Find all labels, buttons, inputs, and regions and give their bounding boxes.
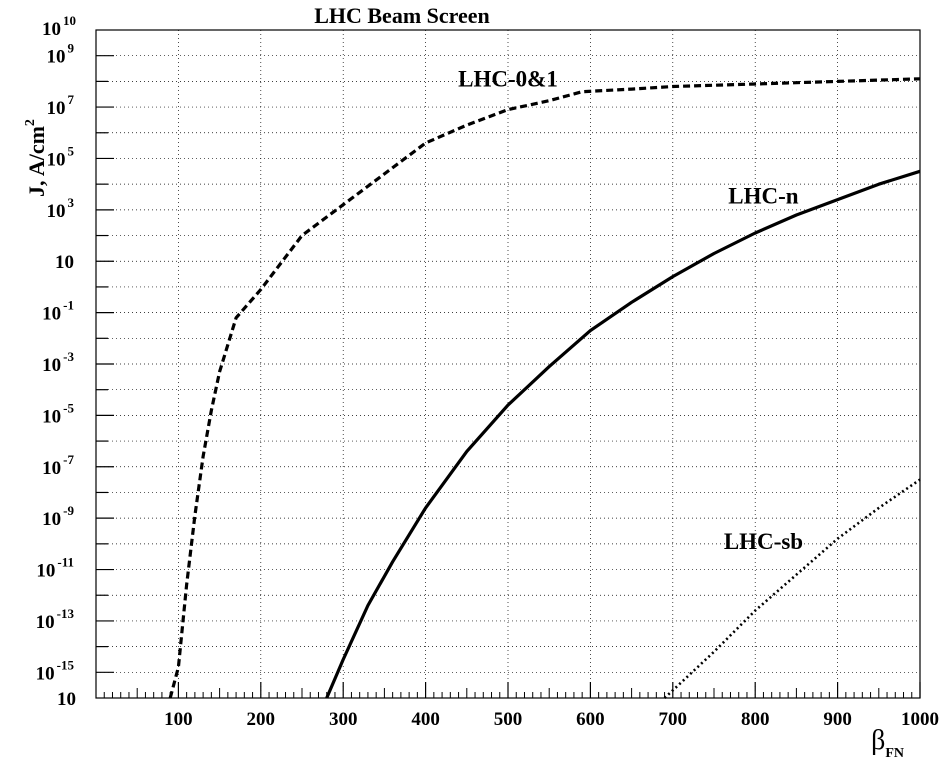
y-tick-label: 10 -13 <box>36 606 75 633</box>
annotations: LHC-0&1 LHC-n LHC-sb <box>458 67 803 554</box>
y-tick-label-exponent: -9 <box>63 503 74 518</box>
y-tick-label-exponent: 5 <box>68 143 75 158</box>
x-axis-label: βFN <box>871 725 904 761</box>
x-tick-label: 900 <box>823 709 852 730</box>
y-tick-label-base: 10 <box>47 149 66 170</box>
axis-ticks <box>96 55 921 698</box>
x-tick-label: 200 <box>247 709 276 730</box>
y-tick-label: 10 9 <box>47 41 75 68</box>
y-tick-label-base: 10 <box>55 252 74 273</box>
y-axis-label-base: J, A/cm <box>24 126 49 197</box>
y-tick-label-exponent: -1 <box>63 298 74 313</box>
y-tick-label-base: 10 <box>42 406 61 427</box>
x-axis-label-subscript: FN <box>885 746 904 761</box>
y-tick-label-base: 10 <box>47 98 66 119</box>
series-line-1 <box>168 77 921 699</box>
x-tick-label: 100 <box>164 709 193 730</box>
series-line-3 <box>663 478 921 699</box>
y-tick-label-bottom: 10 <box>57 689 76 710</box>
x-tick-label: 300 <box>329 709 358 730</box>
y-tick-label-exponent: -15 <box>57 657 75 672</box>
y-tick-label-exponent: 3 <box>68 195 75 210</box>
x-tick-label: 600 <box>576 709 605 730</box>
y-tick-label-base: 10 <box>36 561 55 582</box>
y-tick-label: 10 -15 <box>36 657 75 684</box>
series-annotation: LHC-sb <box>724 529 803 554</box>
y-tick-label-base: 10 <box>36 663 55 684</box>
y-tick-label: 10 3 <box>47 195 75 222</box>
x-tick-label: 800 <box>741 709 770 730</box>
y-tick-label-exponent: -13 <box>57 606 75 621</box>
y-tick-label-base: 10 <box>47 201 66 222</box>
y-tick-label: 10 -9 <box>42 503 74 530</box>
y-tick-label-base: 10 <box>42 458 61 479</box>
y-tick-label: 10 <box>55 252 74 273</box>
series-annotation: LHC-n <box>728 183 799 208</box>
y-tick-label-top: 10 10 <box>42 13 76 40</box>
curves <box>168 77 921 699</box>
y-tick-label: 10 7 <box>47 92 75 119</box>
y-tick-label: 10 -1 <box>42 298 74 325</box>
x-tick-label: 400 <box>411 709 440 730</box>
x-axis-label-base: β <box>871 725 885 756</box>
y-tick-label-base: 10 <box>42 304 61 325</box>
x-tick-label: 700 <box>659 709 688 730</box>
y-tick-label-exponent: -7 <box>63 452 74 467</box>
y-tick-label: 10 -11 <box>36 555 74 582</box>
y-tick-label: 10 -3 <box>42 349 74 376</box>
y-axis-label: J, A/cm2 <box>23 119 49 197</box>
series-annotation: LHC-0&1 <box>458 67 558 92</box>
y-tick-label: 10 -5 <box>42 400 74 427</box>
y-tick-label-top-exponent: 10 <box>63 13 76 28</box>
y-axis-label-superscript: 2 <box>23 119 38 126</box>
x-tick-label: 1000 <box>901 709 939 730</box>
y-tick-label-exponent: -5 <box>63 400 74 415</box>
y-tick-label-base: 10 <box>47 47 66 68</box>
grid <box>96 30 920 698</box>
y-tick-label-exponent: -3 <box>63 349 74 364</box>
y-tick-label: 10 5 <box>47 143 75 170</box>
y-tick-label: 10 -7 <box>42 452 74 479</box>
y-tick-label-base: 10 <box>36 612 55 633</box>
y-tick-label-exponent: 7 <box>68 92 75 107</box>
y-tick-label-top-base: 10 <box>42 19 61 40</box>
y-tick-label-bottom-base: 10 <box>57 689 76 710</box>
chart-title: LHC Beam Screen <box>314 3 490 28</box>
x-tick-label: 500 <box>494 709 523 730</box>
y-tick-label-base: 10 <box>42 509 61 530</box>
series-line-2 <box>325 169 921 699</box>
y-tick-label-exponent: -11 <box>57 555 74 570</box>
y-tick-label-base: 10 <box>42 355 61 376</box>
y-tick-label-exponent: 9 <box>68 41 75 56</box>
